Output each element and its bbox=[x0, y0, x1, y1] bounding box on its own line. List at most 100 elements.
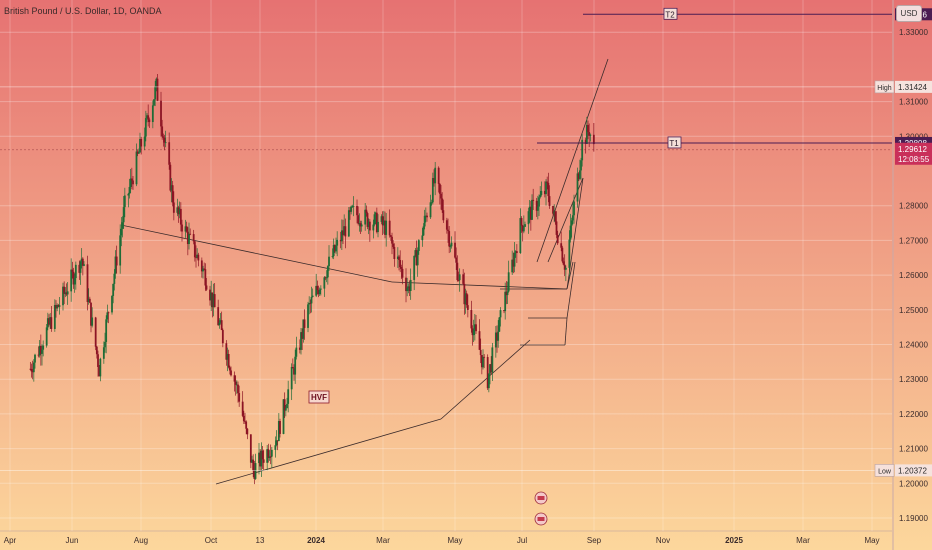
candle-body bbox=[64, 292, 67, 294]
candle-body bbox=[277, 421, 280, 442]
candle-body bbox=[504, 291, 507, 312]
candle-body bbox=[286, 403, 288, 409]
event-marker[interactable] bbox=[534, 491, 548, 505]
candle-body bbox=[41, 349, 43, 354]
candle-body bbox=[55, 305, 57, 309]
target-badge-t1[interactable] bbox=[667, 136, 682, 149]
candle-body bbox=[144, 118, 147, 137]
candle-body bbox=[234, 381, 237, 385]
candle-body bbox=[34, 354, 36, 363]
event-markers bbox=[534, 491, 548, 526]
hvf-annotation-label: HVF bbox=[311, 393, 327, 402]
candle-body bbox=[358, 223, 361, 225]
candle-body bbox=[555, 221, 558, 235]
candle-body bbox=[317, 289, 320, 295]
candle-body bbox=[408, 286, 411, 291]
current-price-value: 1.29612 bbox=[898, 145, 927, 154]
candle-body bbox=[426, 215, 428, 218]
candle-body bbox=[218, 322, 221, 326]
candle-body bbox=[39, 345, 42, 354]
time-tick-label: Sep bbox=[587, 536, 602, 545]
candle-body bbox=[472, 329, 475, 336]
candle-body bbox=[438, 183, 441, 194]
current-price-tag bbox=[895, 142, 932, 165]
candle-body bbox=[156, 78, 159, 101]
candle-body bbox=[570, 220, 573, 226]
candle-body bbox=[367, 221, 370, 227]
candle-body bbox=[478, 331, 481, 350]
candle-body bbox=[448, 231, 451, 247]
candle-body bbox=[42, 345, 45, 350]
candle-body bbox=[475, 324, 477, 332]
candle-body bbox=[48, 318, 50, 325]
candle-body bbox=[136, 151, 139, 154]
grid-lines bbox=[0, 0, 894, 550]
candle-body bbox=[560, 243, 563, 248]
candle-body bbox=[480, 355, 483, 368]
candle-body bbox=[90, 302, 92, 326]
candle-body bbox=[107, 312, 110, 314]
candle-body bbox=[316, 285, 319, 290]
candle-body bbox=[414, 250, 417, 256]
candle-body bbox=[106, 312, 109, 320]
candle-body bbox=[237, 384, 239, 394]
candle-body bbox=[140, 138, 143, 147]
candle-body bbox=[57, 305, 60, 307]
candle-body bbox=[455, 257, 458, 263]
candle-body bbox=[564, 267, 567, 270]
candle-body bbox=[290, 367, 293, 390]
candle-body bbox=[32, 362, 35, 373]
candle-body bbox=[38, 345, 41, 356]
candle-body bbox=[72, 271, 75, 285]
candle-body bbox=[381, 216, 384, 226]
candle-body bbox=[576, 173, 579, 202]
candle-body bbox=[548, 196, 551, 206]
time-tick-label: Mar bbox=[796, 536, 810, 545]
candle-body bbox=[511, 259, 514, 273]
candle-body bbox=[513, 252, 516, 267]
target-badge-t2[interactable] bbox=[663, 7, 678, 20]
candle-body bbox=[196, 254, 199, 258]
candle-body bbox=[339, 239, 342, 242]
candle-body bbox=[120, 228, 123, 236]
candle-body bbox=[287, 389, 290, 404]
candle-body bbox=[181, 224, 183, 232]
countdown-value: 12:08:55 bbox=[898, 155, 930, 164]
candle-body bbox=[105, 319, 108, 342]
currency-button[interactable]: USD bbox=[896, 5, 922, 22]
candle-body bbox=[121, 222, 124, 229]
candle-body bbox=[202, 268, 204, 272]
candle-body bbox=[212, 294, 215, 308]
candle-body bbox=[496, 332, 498, 341]
candle-body bbox=[562, 261, 565, 265]
price-tick-label: 1.22000 bbox=[899, 410, 928, 419]
candle-body bbox=[506, 291, 509, 296]
candle-body bbox=[587, 124, 589, 133]
candle-body bbox=[267, 449, 270, 458]
candle-body bbox=[545, 181, 547, 195]
candle-body bbox=[53, 305, 56, 329]
candle-body bbox=[529, 206, 532, 220]
low-price-value: 1.20372 bbox=[898, 466, 927, 475]
candle-body bbox=[302, 319, 305, 339]
hvf-annotation-box[interactable] bbox=[308, 390, 330, 404]
candle-body bbox=[456, 262, 459, 281]
event-marker[interactable] bbox=[534, 512, 548, 526]
candle-body bbox=[553, 211, 556, 214]
candle-body bbox=[389, 235, 392, 237]
candle-body bbox=[580, 160, 582, 171]
candle-body bbox=[161, 126, 164, 137]
candle-body bbox=[83, 264, 85, 266]
candle-body bbox=[514, 251, 517, 253]
candle-body bbox=[139, 138, 141, 153]
candle-body bbox=[79, 261, 82, 273]
candle-body bbox=[522, 226, 525, 232]
low-price-tag bbox=[895, 464, 932, 477]
candle-body bbox=[479, 349, 482, 356]
price-tick-label: 1.23000 bbox=[899, 375, 928, 384]
candle-body bbox=[399, 260, 402, 268]
candle-body bbox=[470, 309, 473, 329]
candle-body bbox=[269, 456, 272, 458]
